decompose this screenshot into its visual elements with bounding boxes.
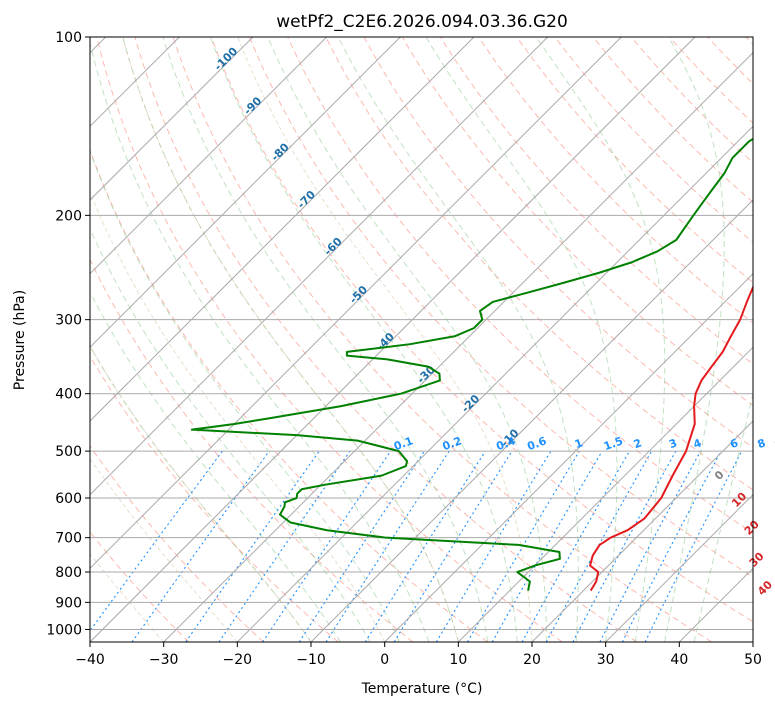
x-tick-label: 40: [670, 652, 688, 668]
x-tick-label: 10: [449, 652, 467, 668]
isotherm-line: [90, 37, 622, 570]
dry-adiabat: [401, 37, 753, 406]
x-tick-label: 0: [380, 652, 389, 668]
mixing-ratio-line: [572, 450, 677, 642]
dry-adiabat: [134, 37, 638, 642]
plot-area: [90, 37, 753, 642]
x-tick-label: −10: [296, 652, 326, 668]
reference-curve: [237, 37, 533, 642]
sounding-profiles: [190, 137, 753, 592]
x-tick-label: −40: [75, 652, 105, 668]
plot-frame: [89, 36, 754, 643]
mixing-ratio-line: [393, 450, 513, 642]
isotherm-line: [310, 199, 753, 642]
dry-adiabat: [90, 445, 264, 642]
mixing-ratio-line: [467, 450, 580, 642]
moist-adiabat: [90, 149, 400, 642]
dry-adiabat: [630, 37, 753, 164]
y-tick-label: 400: [55, 387, 82, 403]
isotherm-line: [90, 37, 475, 422]
mixing-ratio-line: [599, 450, 702, 642]
dry-adiabat: [90, 258, 414, 642]
mixing-ratio-label: 3: [667, 436, 679, 451]
dry-adiabat: [439, 37, 753, 365]
moist-adiabat: [693, 391, 753, 642]
x-tick-label: 50: [744, 652, 762, 668]
mixing-ratio-label: 0.1: [392, 434, 415, 453]
dewpoint-line: [190, 137, 753, 591]
moist-adiabat: [210, 37, 518, 642]
reference-curve: [90, 345, 312, 642]
mixing-ratio-label: 8: [756, 436, 768, 451]
isotherm-line: [457, 346, 753, 642]
mixing-ratio-label: 1.5: [602, 434, 625, 453]
dry-adiabat: [325, 37, 753, 491]
mixing-ratio-label: 6: [728, 436, 740, 451]
mixing-ratio-line: [435, 450, 552, 642]
mixing-ratio-line: [491, 450, 603, 642]
mixing-ratio-line: [364, 450, 486, 642]
mixing-ratio-line: [621, 450, 722, 642]
x-tick-label: −20: [223, 652, 253, 668]
mixing-ratio-label: 4: [692, 436, 704, 451]
y-tick-label: 500: [55, 444, 82, 460]
moist-adiabat: [425, 37, 618, 642]
mixing-ratio-line: [185, 450, 320, 642]
y-tick-label: 900: [55, 595, 82, 611]
y-axis: 100 200 300 400 500 600 700 800 900 1000: [46, 30, 90, 638]
isotherm-line: [531, 420, 753, 642]
mixing-ratio-line: [545, 450, 653, 642]
x-tick-label: 30: [597, 652, 615, 668]
mixing-ratio-labels: 0.10.20.40.611.52346810131620253036: [392, 434, 775, 453]
isotherm-line: [90, 37, 696, 642]
isotherm-line: [90, 37, 254, 201]
moist-adiabat: [664, 37, 725, 642]
y-tick-label: 300: [55, 313, 82, 329]
moist-adiabat: [122, 37, 459, 642]
reference-curve: [122, 37, 459, 642]
mixing-ratio-label: 0.4: [494, 434, 517, 453]
moist-adiabat: [90, 40, 430, 642]
x-tick-label: 20: [523, 652, 541, 668]
reference-curve: [90, 190, 386, 642]
mixing-ratio-line: [298, 450, 425, 642]
moist-adiabat: [267, 37, 548, 642]
temperature-line: [589, 284, 753, 592]
isotherm-line: [90, 37, 549, 496]
moist-adiabat: [90, 227, 371, 642]
isotherm-line: [605, 493, 753, 642]
mixing-ratio-line: [325, 450, 450, 642]
isotherm-line: [163, 51, 753, 642]
dry-adiabat: [249, 37, 753, 578]
y-tick-label: 100: [55, 30, 82, 46]
chart-title: wetPf2_C2E6.2026.094.03.36.G20: [276, 12, 568, 32]
isotherm-line: [90, 37, 328, 275]
y-tick-label: 700: [55, 531, 82, 547]
moist-adiabat: [90, 290, 341, 642]
y-tick-label: 600: [55, 491, 82, 507]
x-axis-label: Temperature (°C): [361, 681, 483, 697]
mixing-ratio-label: 0.6: [525, 434, 548, 453]
dry-adiabat: [210, 37, 753, 623]
pressure-grid: [90, 37, 753, 642]
moist-adiabat: [536, 37, 666, 642]
isotherm-line: [90, 37, 401, 349]
mixing-ratio-line: [521, 450, 630, 642]
dry-adiabat: [363, 37, 753, 448]
isotherm-line: [384, 272, 753, 642]
y-axis-label: Pressure (hPa): [12, 290, 28, 390]
mixing-ratio-label: 1: [573, 436, 585, 451]
isotherm-line: [236, 125, 753, 642]
y-tick-label: 200: [55, 208, 82, 224]
y-tick-label: 1000: [46, 622, 82, 638]
x-axis: −40 −30 −20 −10 0 10 20 30 40 50: [75, 642, 762, 668]
x-tick-label: −30: [149, 652, 179, 668]
y-tick-label: 800: [55, 565, 82, 581]
mixing-ratio-line: [644, 450, 743, 642]
mixing-ratio-label: 10: [773, 435, 775, 453]
mixing-ratio-line: [90, 450, 223, 632]
mixing-ratio-label: 0.2: [441, 434, 464, 453]
mixing-ratio-label: 2: [632, 436, 644, 451]
